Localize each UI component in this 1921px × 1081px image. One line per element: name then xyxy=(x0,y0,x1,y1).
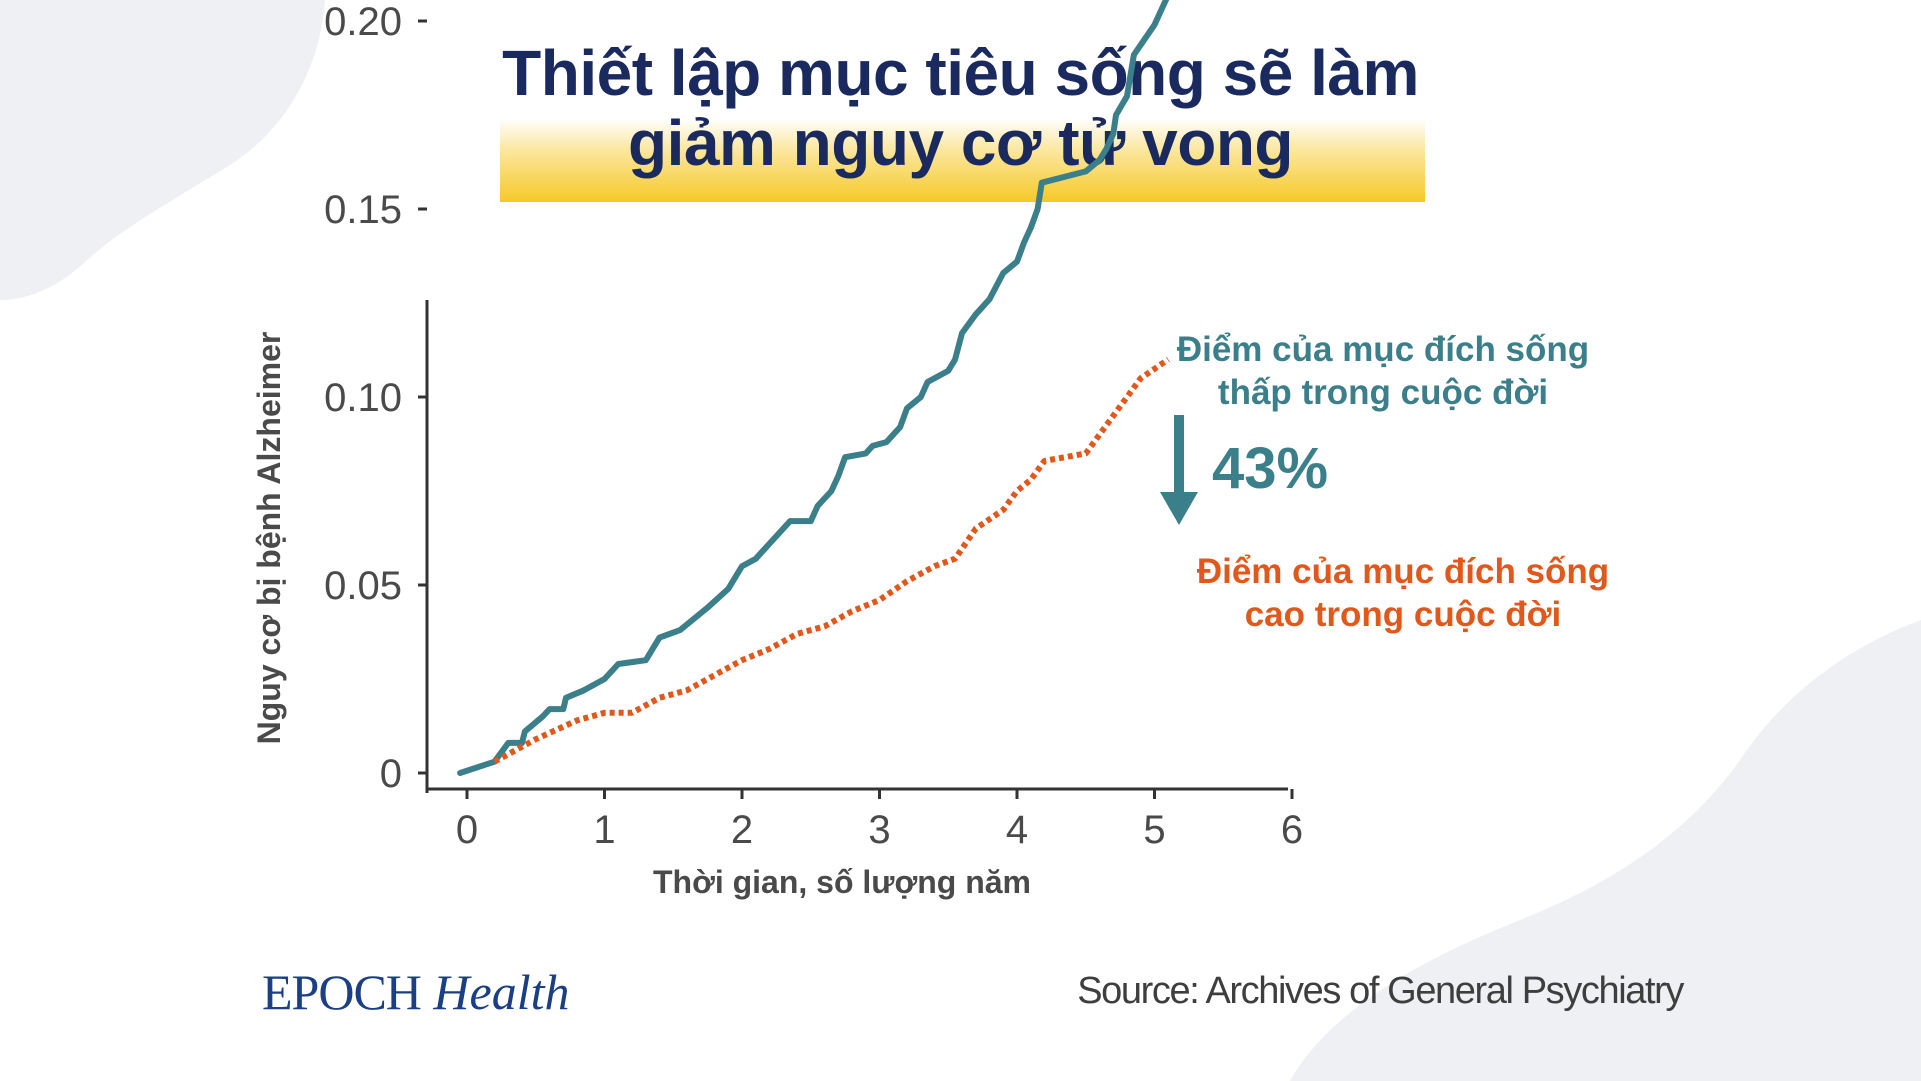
y-tick-label: 0.20 xyxy=(324,0,402,44)
y-tick-label: 0.10 xyxy=(324,376,402,420)
chart-series xyxy=(457,0,1170,776)
background-blob-bottom-right xyxy=(1290,620,1921,1081)
background-blob-top-left xyxy=(0,0,325,300)
x-tick-label: 0 xyxy=(456,808,478,852)
series-line-low-purpose xyxy=(457,0,1170,776)
y-tick-label: 0 xyxy=(380,752,402,796)
title-highlight-bar xyxy=(500,118,1425,202)
x-tick-label: 4 xyxy=(1006,808,1028,852)
x-axis-label: Thời gian, số lượng năm xyxy=(653,864,1031,900)
source-citation: Source: Archives of General Psychiatry xyxy=(1077,970,1684,1012)
chart-annotations: Điểm của mục đích sống thấp trong cuộc đờ… xyxy=(1160,330,1609,634)
epoch-health-logo: EPOCH Health xyxy=(262,963,570,1021)
title-line-2: giảm nguy cơ tử vong xyxy=(628,107,1294,179)
chart-title: Thiết lập mục tiêu sống sẽ làm giảm nguy… xyxy=(0,38,1921,178)
x-tick-label: 3 xyxy=(868,808,890,852)
high-purpose-label-line-2: cao trong cuộc đời xyxy=(1245,595,1562,634)
logo-epoch-text: EPOCH xyxy=(262,964,422,1020)
x-tick-label: 2 xyxy=(731,808,753,852)
y-axis-label: Nguy cơ bị bệnh Alzheimer xyxy=(251,332,287,745)
series-line-high-purpose xyxy=(493,356,1170,765)
logo-health-text: Health xyxy=(433,964,570,1020)
title-line-1: Thiết lập mục tiêu sống sẽ làm xyxy=(502,37,1419,109)
y-tick-label: 0.05 xyxy=(324,564,402,608)
reduction-arrow-head xyxy=(1160,492,1198,525)
high-purpose-label-line-1: Điểm của mục đích sống xyxy=(1197,552,1609,591)
x-tick-label: 5 xyxy=(1143,808,1165,852)
x-tick-label: 1 xyxy=(593,808,615,852)
low-purpose-label-line-2: thấp trong cuộc đời xyxy=(1218,373,1548,412)
low-purpose-label-line-1: Điểm của mục đích sống xyxy=(1177,330,1589,369)
chart-ticks: 00.050.100.150.200.250123456Thời gian, s… xyxy=(251,0,1303,900)
reduction-percentage: 43% xyxy=(1212,436,1328,501)
x-tick-label: 6 xyxy=(1281,808,1303,852)
y-tick-label: 0.15 xyxy=(324,188,402,232)
chart-axes xyxy=(425,300,1288,793)
